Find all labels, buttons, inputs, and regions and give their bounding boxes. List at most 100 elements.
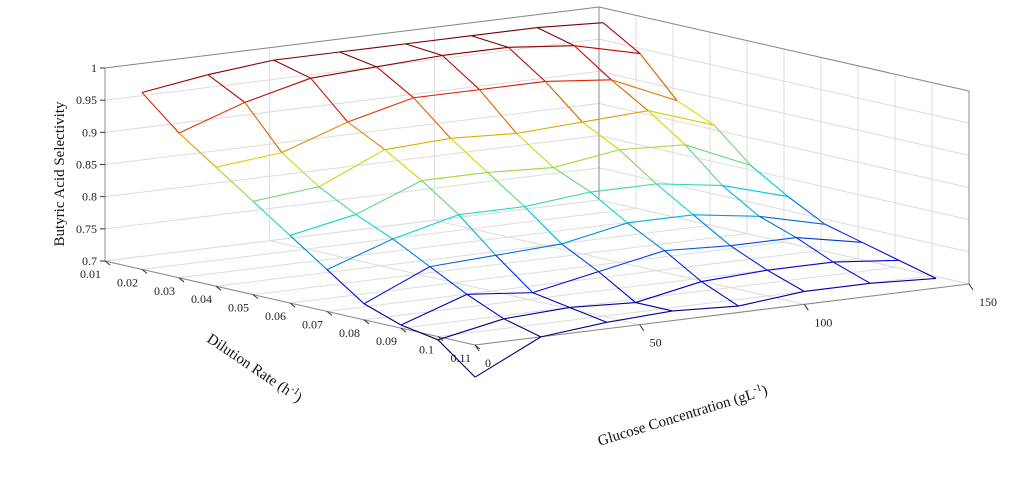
mesh-segment bbox=[730, 245, 768, 271]
back-wall-grid-line bbox=[104, 135, 600, 198]
mesh-segment bbox=[676, 100, 715, 126]
mesh-segment bbox=[281, 121, 348, 154]
mesh-segment bbox=[479, 80, 546, 91]
mesh-segment bbox=[536, 27, 575, 47]
x-tick-mark bbox=[141, 269, 148, 274]
mesh-segment bbox=[252, 200, 291, 236]
mesh-segment bbox=[767, 261, 834, 271]
mesh-segment bbox=[750, 165, 789, 197]
mesh-segment bbox=[466, 293, 505, 320]
mesh-segment bbox=[471, 27, 538, 37]
y-tick-label: 150 bbox=[979, 295, 997, 309]
mesh-segment bbox=[273, 59, 311, 79]
mesh-segment bbox=[545, 79, 612, 83]
mesh-segment bbox=[207, 74, 246, 103]
back-wall-grid-line bbox=[104, 167, 600, 230]
mesh-segment bbox=[532, 271, 599, 294]
z-tick-label: 0.9 bbox=[82, 125, 97, 139]
mesh-segment bbox=[627, 214, 694, 224]
z-tick-label: 0.7 bbox=[82, 254, 97, 268]
mesh-segment bbox=[421, 180, 460, 216]
mesh-segment bbox=[376, 54, 443, 68]
mesh-segment bbox=[289, 235, 328, 270]
box-edge bbox=[598, 6, 970, 92]
z-tick-label: 1 bbox=[91, 61, 97, 75]
mesh-segment bbox=[458, 206, 525, 216]
mesh-segment bbox=[569, 302, 636, 309]
mesh-segment bbox=[590, 191, 628, 224]
mesh-segment bbox=[684, 144, 723, 186]
axis-ticks: 0.7 0.75 0.8 0.85 0.9 0.95 1 0.01 0.02 0.03 0.04 0.… bbox=[76, 61, 997, 370]
floor-grid-line bbox=[434, 219, 805, 305]
mesh-segment bbox=[573, 45, 612, 81]
mesh-segment bbox=[413, 97, 452, 139]
side-wall-grid-line bbox=[598, 70, 970, 156]
mesh-segment bbox=[516, 132, 554, 168]
back-wall-grid-line bbox=[104, 199, 600, 262]
mesh-segment bbox=[215, 152, 282, 168]
floor-grid-line bbox=[215, 224, 711, 287]
x-tick-label: 0.03 bbox=[154, 284, 175, 298]
mesh-segment bbox=[392, 214, 459, 240]
mesh-segment bbox=[582, 121, 620, 151]
mesh-segment bbox=[487, 166, 554, 173]
mesh-segment bbox=[421, 171, 488, 182]
x-tick-mark bbox=[104, 260, 111, 266]
mesh-segment bbox=[392, 238, 431, 268]
x-tick-mark bbox=[215, 285, 222, 291]
mesh-segment bbox=[487, 172, 525, 207]
mesh-segment bbox=[832, 261, 871, 284]
x-axis-label: Dilution Rate (h-1) bbox=[204, 329, 306, 406]
mesh-segment bbox=[561, 222, 628, 245]
mesh-segment bbox=[619, 144, 686, 151]
x-tick-label: 0.05 bbox=[228, 301, 249, 315]
x-tick-label: 0.06 bbox=[265, 309, 286, 323]
mesh-segment bbox=[355, 213, 394, 240]
mesh-segment bbox=[693, 214, 760, 217]
mesh-segment bbox=[758, 215, 797, 239]
mesh-segment bbox=[610, 79, 649, 112]
mesh-segment bbox=[824, 223, 863, 243]
mesh-segment bbox=[574, 45, 641, 55]
mesh-segment bbox=[355, 180, 422, 215]
mesh-segment bbox=[252, 186, 319, 202]
mesh-segment bbox=[598, 271, 636, 303]
mesh-segment bbox=[207, 59, 274, 76]
mesh-segment bbox=[561, 243, 599, 273]
mesh-segment bbox=[544, 81, 583, 123]
back-wall-grid-line bbox=[104, 70, 600, 133]
mesh-segment bbox=[804, 282, 871, 293]
surface-mesh bbox=[141, 22, 937, 378]
floor-grid-line bbox=[141, 207, 637, 270]
mesh-segment bbox=[310, 66, 377, 79]
x-tick-mark bbox=[252, 294, 259, 299]
mesh-segment bbox=[655, 183, 694, 216]
x-tick-mark bbox=[326, 311, 333, 316]
mesh-segment bbox=[244, 77, 311, 103]
back-wall-grid-line bbox=[104, 38, 600, 101]
mesh-segment bbox=[508, 45, 575, 48]
mesh-segment bbox=[437, 318, 505, 341]
mesh-segment bbox=[289, 213, 357, 236]
mesh-segment bbox=[347, 97, 414, 123]
y-tick-mark bbox=[474, 344, 480, 352]
mesh-segment bbox=[442, 55, 480, 91]
mesh-segment bbox=[759, 215, 826, 225]
mesh-segment bbox=[713, 124, 752, 167]
floor-grid-line bbox=[178, 216, 674, 279]
y-tick-label: 100 bbox=[814, 315, 832, 329]
mesh-segment bbox=[861, 241, 900, 261]
x-tick-mark bbox=[363, 319, 370, 325]
mesh-segment bbox=[767, 269, 805, 292]
mesh-segment bbox=[730, 237, 797, 247]
mesh-segment bbox=[400, 293, 468, 326]
side-wall-grid-line bbox=[598, 199, 970, 285]
mesh-segment bbox=[537, 22, 604, 29]
mesh-segment bbox=[318, 186, 357, 215]
mesh-segment bbox=[215, 166, 254, 202]
mesh-segment bbox=[602, 22, 641, 55]
mesh-segment bbox=[141, 74, 209, 94]
x-tick-label: 0.11 bbox=[450, 351, 471, 365]
mesh-segment bbox=[141, 92, 180, 134]
